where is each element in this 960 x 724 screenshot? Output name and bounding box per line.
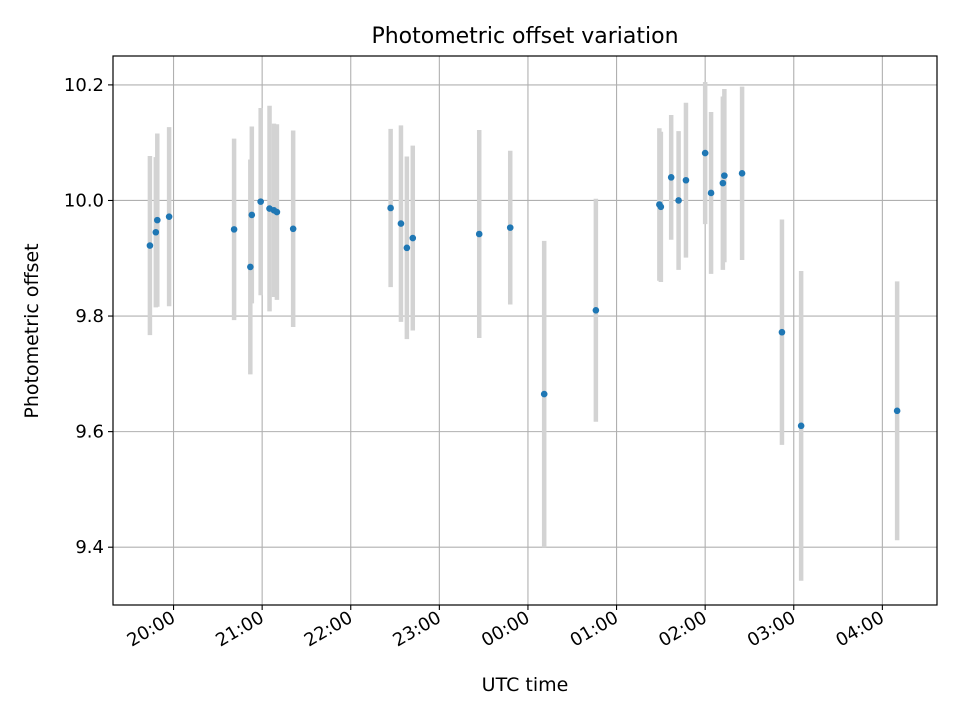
- y-tick-label: 10.0: [64, 190, 104, 211]
- data-point: [657, 203, 665, 211]
- data-point: [506, 224, 514, 231]
- data-point: [701, 149, 709, 157]
- data-point: [475, 230, 483, 238]
- data-point: [893, 407, 901, 415]
- data-point: [738, 170, 746, 177]
- data-point: [230, 226, 238, 233]
- data-point: [397, 220, 405, 227]
- data-point: [247, 263, 254, 271]
- data-point: [289, 225, 297, 233]
- y-tick-label: 9.4: [75, 537, 104, 558]
- x-axis-label: UTC time: [482, 674, 569, 696]
- data-points: [146, 149, 901, 430]
- data-point: [675, 197, 682, 204]
- data-point: [152, 228, 160, 236]
- data-point: [719, 179, 727, 187]
- data-point: [797, 422, 805, 430]
- data-point: [707, 189, 715, 197]
- data-point: [154, 216, 161, 224]
- y-axis-ticks: 9.4 9.6 9.8 10.0 10.2: [64, 75, 113, 558]
- data-point: [592, 306, 600, 314]
- data-point: [165, 213, 173, 220]
- plot-area-frame: [112, 55, 938, 606]
- y-axis-label: Photometric offset: [21, 243, 43, 418]
- y-tick-label: 9.8: [75, 306, 104, 327]
- data-point: [721, 172, 728, 179]
- y-tick-label: 10.2: [64, 75, 104, 96]
- data-point: [682, 176, 690, 184]
- data-point: [387, 204, 394, 212]
- data-point: [409, 234, 417, 242]
- y-tick-label: 9.6: [75, 422, 104, 443]
- data-point: [403, 244, 411, 252]
- data-point: [778, 328, 786, 336]
- data-point: [146, 242, 154, 249]
- data-point: [248, 211, 256, 219]
- data-point: [540, 390, 548, 398]
- data-point: [273, 208, 281, 216]
- data-point: [667, 174, 675, 181]
- data-point: [257, 198, 264, 205]
- chart-title: Photometric offset variation: [371, 24, 678, 49]
